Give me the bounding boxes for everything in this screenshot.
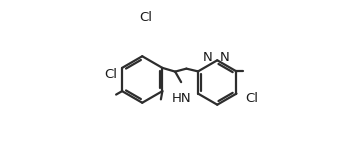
Text: Cl: Cl [104, 69, 117, 81]
Text: N: N [219, 51, 229, 64]
Text: N: N [202, 51, 212, 64]
Text: Cl: Cl [246, 92, 259, 105]
Text: Cl: Cl [139, 11, 152, 24]
Text: HN: HN [172, 92, 191, 105]
